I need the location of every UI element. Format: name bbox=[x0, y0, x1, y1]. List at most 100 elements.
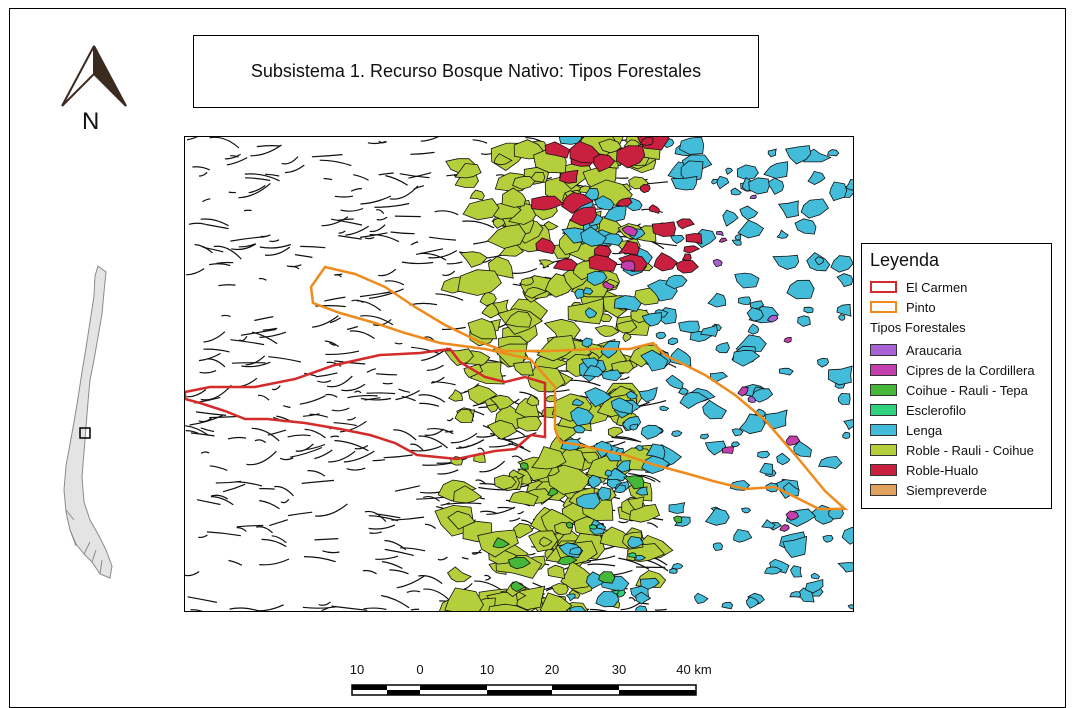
legend-item-lenga: Lenga bbox=[870, 420, 1043, 440]
stream-line bbox=[425, 524, 436, 528]
forest-patch bbox=[649, 205, 659, 214]
forest-patch bbox=[717, 176, 729, 189]
stream-line bbox=[188, 597, 217, 603]
stream-line bbox=[347, 327, 358, 330]
stream-line bbox=[246, 356, 265, 365]
forest-patch bbox=[768, 149, 776, 157]
forest-patch bbox=[712, 179, 718, 184]
stream-line bbox=[472, 550, 480, 554]
forest-patch bbox=[623, 333, 631, 342]
stream-line bbox=[238, 183, 270, 197]
legend-item-roble-rauli: Roble - Rauli - Coihue bbox=[870, 440, 1043, 460]
forest-patch bbox=[671, 176, 697, 190]
stream-line bbox=[260, 245, 291, 249]
forest-patch bbox=[762, 520, 775, 529]
forest-patch bbox=[669, 503, 685, 514]
stream-line bbox=[410, 444, 423, 450]
stream-line bbox=[427, 365, 444, 370]
stream-line bbox=[332, 606, 368, 610]
stream-line bbox=[274, 487, 293, 496]
forest-patch bbox=[517, 416, 542, 431]
stream-line bbox=[206, 225, 229, 229]
forest-patch bbox=[735, 235, 741, 241]
stream-line bbox=[568, 380, 600, 385]
forest-patch bbox=[654, 253, 677, 271]
stream-line bbox=[304, 557, 336, 562]
stream-line bbox=[348, 396, 378, 398]
stream-line bbox=[370, 532, 382, 533]
stream-line bbox=[647, 523, 658, 528]
forest-patch bbox=[764, 162, 788, 179]
stream-line bbox=[322, 551, 339, 553]
stream-line bbox=[347, 417, 355, 420]
forest-patch bbox=[671, 235, 685, 243]
forest-patch bbox=[686, 234, 702, 244]
stream-line bbox=[640, 401, 666, 407]
legend-swatch bbox=[870, 281, 897, 293]
stream-line bbox=[305, 429, 326, 438]
stream-line bbox=[288, 435, 311, 437]
scale-bar-graphic bbox=[340, 662, 720, 702]
stream-line bbox=[268, 357, 301, 362]
stream-line bbox=[245, 178, 270, 181]
stream-line bbox=[315, 504, 347, 516]
stream-line bbox=[307, 471, 325, 476]
stream-line bbox=[498, 507, 514, 508]
stream-line bbox=[272, 536, 287, 543]
forest-patch bbox=[640, 184, 650, 192]
legend-swatch bbox=[870, 464, 897, 476]
forest-type-patches bbox=[435, 137, 854, 612]
stream-line bbox=[259, 278, 267, 280]
legend-item-label: Esclerofilo bbox=[906, 403, 966, 418]
forest-patch bbox=[548, 565, 565, 578]
stream-line bbox=[423, 589, 448, 599]
stream-line bbox=[419, 403, 439, 406]
forest-patch bbox=[639, 388, 657, 403]
stream-line bbox=[360, 292, 391, 297]
legend-title: Leyenda bbox=[870, 250, 1043, 271]
forest-patch bbox=[828, 366, 852, 385]
legend-item-label: Coihue - Rauli - Tepa bbox=[906, 383, 1028, 398]
stream-line bbox=[365, 237, 374, 238]
legend-item-label: El Carmen bbox=[906, 280, 967, 295]
forest-patch bbox=[463, 199, 499, 220]
forest-patch bbox=[838, 563, 854, 573]
stream-line bbox=[414, 186, 424, 189]
forest-patch bbox=[713, 259, 722, 266]
stream-line bbox=[512, 456, 523, 461]
stream-line bbox=[587, 564, 615, 566]
stream-line bbox=[462, 221, 494, 228]
map-title-box: Subsistema 1. Recurso Bosque Nativo: Tip… bbox=[193, 35, 759, 108]
forest-patch bbox=[742, 508, 751, 513]
stream-line bbox=[305, 445, 325, 450]
forest-patch bbox=[582, 338, 592, 347]
stream-line bbox=[256, 527, 272, 533]
stream-line bbox=[382, 562, 402, 569]
forest-patch bbox=[470, 190, 484, 200]
forest-patch bbox=[590, 525, 597, 530]
forest-patch bbox=[791, 566, 802, 577]
stream-line bbox=[326, 395, 338, 398]
stream-line bbox=[191, 610, 203, 612]
forest-patch bbox=[784, 337, 791, 342]
forest-patch bbox=[694, 593, 708, 603]
stream-line bbox=[285, 165, 304, 173]
stream-line bbox=[320, 160, 352, 165]
stream-line bbox=[407, 591, 420, 592]
legend-swatch bbox=[870, 384, 897, 396]
stream-line bbox=[411, 446, 442, 451]
forest-patch bbox=[795, 219, 816, 234]
stream-line bbox=[338, 219, 354, 220]
forest-patch bbox=[787, 280, 814, 299]
stream-line bbox=[402, 262, 433, 263]
legend-swatch bbox=[870, 484, 897, 496]
forest-map[interactable] bbox=[184, 136, 854, 612]
stream-line bbox=[314, 450, 332, 459]
stream-line bbox=[187, 137, 204, 140]
forest-patch bbox=[656, 332, 666, 339]
stream-line bbox=[302, 480, 334, 483]
stream-line bbox=[239, 244, 256, 247]
stream-line bbox=[411, 609, 419, 610]
forest-patch bbox=[732, 442, 740, 447]
stream-line bbox=[209, 417, 237, 418]
